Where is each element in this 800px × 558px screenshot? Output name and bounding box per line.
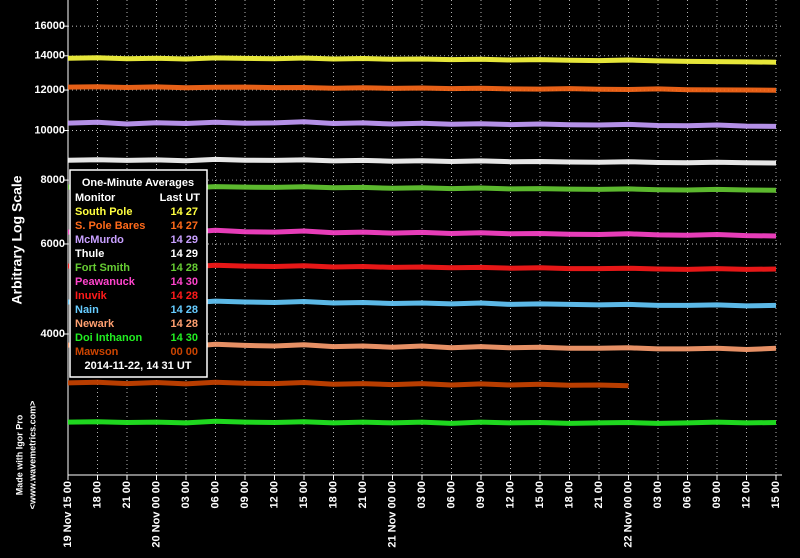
legend-last-ut: 14 28 [170,318,198,330]
y-tick-label: 6000 [41,238,65,250]
x-tick-label: 21 00 [357,481,369,509]
legend-entry: South Pole [75,206,132,218]
legend-entry: McMurdo [75,234,124,246]
legend-last-ut: 14 28 [170,262,198,274]
series-line [67,55,777,65]
legend-entry: Peawanuck [75,276,136,288]
legend-title: One-Minute Averages [82,177,194,189]
legend-last-ut: 00 00 [170,346,198,358]
x-tick-label: 21 Nov 00 00 [386,481,398,548]
x-tick-label: 12 00 [268,481,280,509]
series-line [67,119,777,129]
legend: One-Minute Averages Monitor Last UT South P… [69,169,208,378]
series-line [67,418,777,426]
x-tick-label: 06 00 [445,481,457,509]
x-tick-label: 20 Nov 00 00 [150,481,162,548]
legend-last-ut: 14 27 [170,220,198,232]
x-tick-label: 03 00 [652,481,664,509]
legend-entry: Doi Inthanon [75,332,142,344]
x-tick-label: 12 00 [504,481,516,509]
legend-last-ut: 14 30 [170,332,198,344]
x-tick-label: 22 Nov 00 00 [622,481,634,548]
legend-footer: 2014-11-22, 14 31 UT [84,360,191,372]
x-tick-label: 15 00 [298,481,310,509]
series-line [67,84,777,93]
legend-entry: Thule [75,248,104,260]
legend-entry: Fort Smith [75,262,130,274]
x-tick-label: 18 00 [327,481,339,509]
legend-entry: Nain [75,304,99,316]
legend-box [69,169,208,378]
legend-header: Last UT [160,192,201,204]
legend-entry: Mawson [75,346,119,358]
legend-entry: Newark [75,318,115,330]
x-tick-label: 09 00 [475,481,487,509]
x-tick-label: 12 00 [740,481,752,509]
annotation: Made with Igor Pro [14,414,24,495]
y-tick-label: 14000 [34,50,65,62]
legend-last-ut: 14 29 [170,234,198,246]
y-tick-label: 12000 [34,84,65,96]
x-tick-label: 06 00 [681,481,693,509]
annotation: <www.wavemetrics.com> [27,401,37,510]
legend-last-ut: 14 27 [170,206,198,218]
legend-entry: Inuvik [75,290,108,302]
y-tick-label: 10000 [34,124,65,136]
x-tick-label: 03 00 [180,481,192,509]
legend-last-ut: 14 30 [170,276,198,288]
x-tick-label: 15 00 [534,481,546,509]
x-tick-label: 21 00 [593,481,605,509]
legend-header: Monitor [75,192,116,204]
legend-last-ut: 14 28 [170,290,198,302]
series-line [67,379,629,389]
x-tick-label: 19 Nov 15 00 [62,481,74,548]
y-tick-label: 8000 [41,174,65,186]
x-tick-label: 06 00 [209,481,221,509]
x-tick-label: 21 00 [121,481,133,509]
x-tick-label: 15 00 [770,481,782,509]
x-tick-label: 03 00 [416,481,428,509]
series-line [67,156,777,166]
x-tick-label: 18 00 [563,481,575,509]
legend-last-ut: 14 28 [170,304,198,316]
y-tick-label: 16000 [34,20,65,32]
y-axis-label: Arbitrary Log Scale [9,175,25,304]
x-tick-label: 09 00 [711,481,723,509]
x-tick-label: 18 00 [91,481,103,509]
legend-last-ut: 14 29 [170,248,198,260]
y-tick-label: 4000 [41,328,65,340]
legend-entry: S. Pole Bares [75,220,145,232]
x-tick-label: 09 00 [239,481,251,509]
